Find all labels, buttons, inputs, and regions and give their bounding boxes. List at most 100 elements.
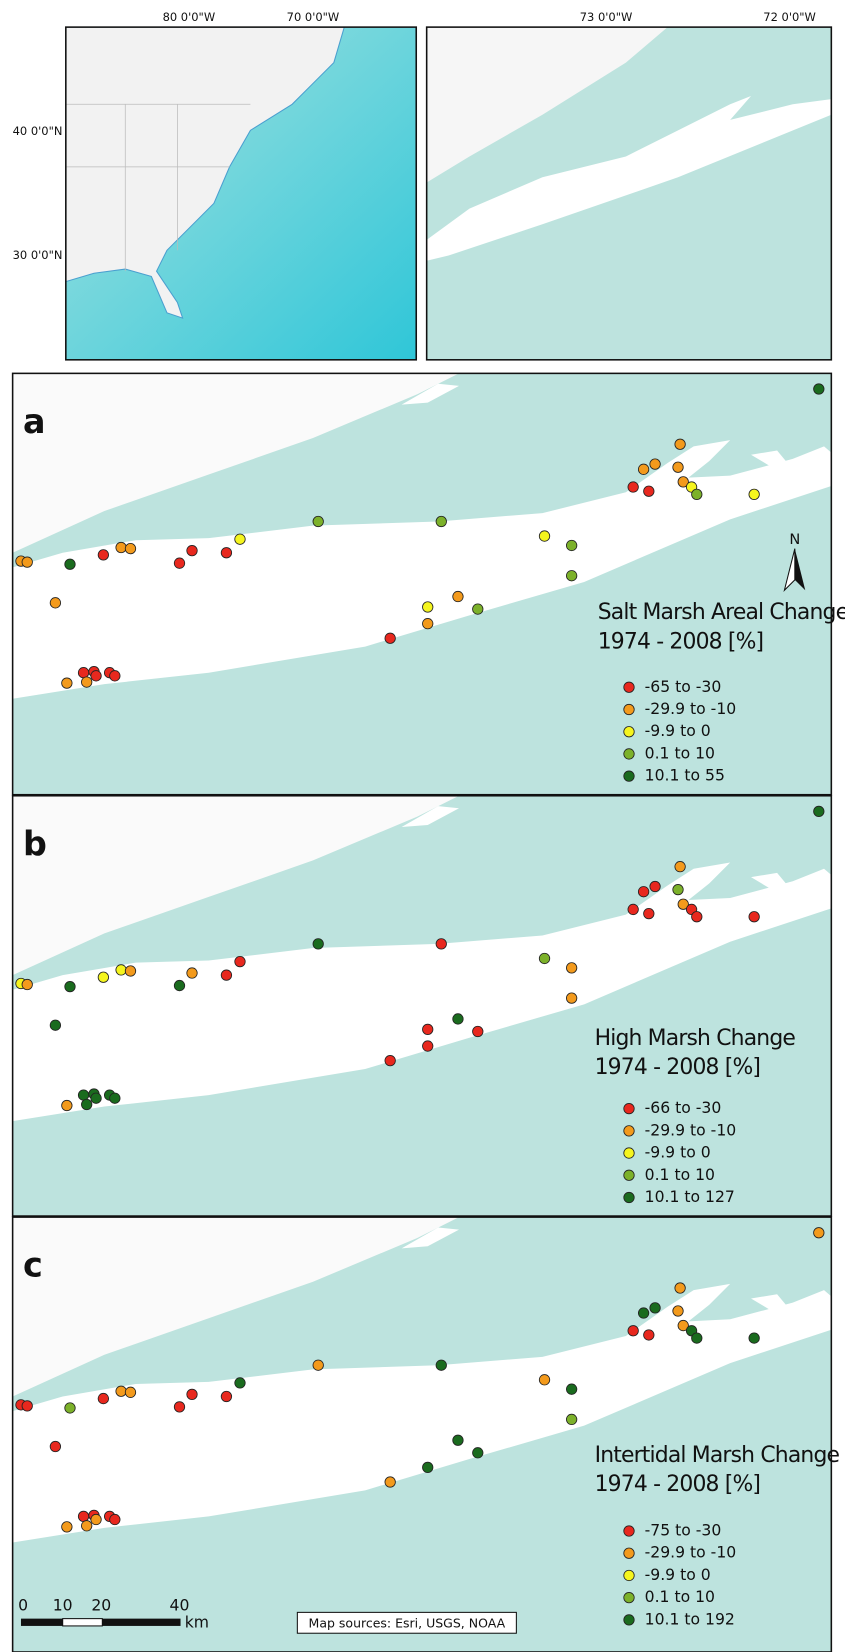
legend-swatch (624, 1615, 634, 1625)
site-marker (81, 677, 91, 687)
legend-swatch (624, 1170, 634, 1180)
legend-entry: -75 to -30 (645, 1521, 722, 1540)
site-marker (673, 462, 683, 472)
site-marker (644, 1330, 654, 1340)
site-marker (749, 912, 759, 922)
site-marker (814, 384, 824, 394)
legend-entry: -29.9 to -10 (645, 699, 737, 718)
site-marker (650, 1303, 660, 1313)
legend-title: 1974 - 2008 [%] (595, 1472, 761, 1497)
site-marker (78, 667, 88, 677)
legend-swatch (624, 1592, 634, 1602)
site-marker (473, 1448, 483, 1458)
site-marker (566, 963, 576, 973)
site-marker (110, 1514, 120, 1524)
site-marker (638, 886, 648, 896)
site-marker (566, 540, 576, 550)
legend-entry: 10.1 to 55 (645, 766, 725, 785)
site-marker (566, 1414, 576, 1424)
lat-label: 30 0'0"N (13, 248, 63, 262)
site-marker (423, 1024, 433, 1034)
site-marker (91, 1093, 101, 1103)
site-marker (125, 543, 135, 553)
panel-letter: b (23, 824, 47, 863)
site-marker (81, 1099, 91, 1109)
legend-swatch (624, 1526, 634, 1536)
site-marker (436, 1360, 446, 1370)
site-marker (62, 1522, 72, 1532)
site-marker (22, 1401, 32, 1411)
site-marker (91, 671, 101, 681)
map-panel: cIntertidal Marsh Change1974 - 2008 [%]-… (13, 1217, 840, 1652)
site-marker (473, 1026, 483, 1036)
lat-label: 40 0'0"N (13, 124, 63, 138)
site-marker (385, 633, 395, 643)
site-marker (174, 558, 184, 568)
site-marker (423, 1462, 433, 1472)
site-marker (644, 486, 654, 496)
legend-entry: 0.1 to 10 (645, 1165, 715, 1184)
source: Map sources: Esri, USGS, NOAA (309, 1615, 506, 1630)
site-marker (644, 908, 654, 918)
site-marker (65, 1403, 75, 1413)
north-label: N (789, 531, 800, 548)
site-marker (125, 1387, 135, 1397)
site-marker (650, 459, 660, 469)
site-marker (116, 965, 126, 975)
site-marker (692, 489, 702, 499)
legend-entry: -29.9 to -10 (645, 1120, 737, 1139)
scale-unit: km (185, 1612, 209, 1631)
site-marker (313, 939, 323, 949)
legend-title: Salt Marsh Areal Change (598, 600, 845, 625)
lon-label: 73 0'0"W (580, 10, 633, 24)
legend-entry: -65 to -30 (645, 677, 722, 696)
legend-swatch (624, 1103, 634, 1113)
legend-title: 1974 - 2008 [%] (595, 1055, 761, 1080)
site-marker (749, 1333, 759, 1343)
site-marker (221, 548, 231, 558)
site-marker (221, 1391, 231, 1401)
site-marker (673, 1306, 683, 1316)
site-marker (62, 678, 72, 688)
legend-entry: 0.1 to 10 (645, 743, 715, 762)
figure: 80 0'0"W 70 0'0"W 40 0'0"N 30 0'0"N 73 0… (0, 0, 845, 1652)
site-marker (628, 1326, 638, 1336)
site-marker (235, 1378, 245, 1388)
site-marker (313, 516, 323, 526)
legend-swatch (624, 1148, 634, 1158)
site-marker (98, 1393, 108, 1403)
site-marker (174, 980, 184, 990)
site-marker (453, 591, 463, 601)
panel-letter: c (23, 1246, 43, 1285)
legend-title: 1974 - 2008 [%] (598, 629, 764, 654)
scale-tick: 0 (18, 1596, 28, 1615)
site-marker (81, 1521, 91, 1531)
site-marker (692, 912, 702, 922)
scale-bar (63, 1619, 103, 1626)
legend-swatch (624, 749, 634, 759)
scale-tick: 10 (53, 1596, 73, 1615)
lon-label: 70 0'0"W (287, 10, 340, 24)
site-marker (50, 598, 60, 608)
site-marker (235, 534, 245, 544)
legend-entry: -9.9 to 0 (645, 721, 711, 740)
site-marker (814, 806, 824, 816)
site-marker (78, 1090, 88, 1100)
scale-bar (102, 1619, 180, 1626)
site-marker (539, 953, 549, 963)
site-marker (65, 981, 75, 991)
site-marker (110, 671, 120, 681)
legend-swatch (624, 1570, 634, 1580)
scale-bar (21, 1619, 63, 1626)
site-marker (125, 966, 135, 976)
site-marker (566, 570, 576, 580)
site-marker (116, 542, 126, 552)
site-marker (235, 956, 245, 966)
legend-swatch (624, 727, 634, 737)
site-marker (22, 557, 32, 567)
site-marker (221, 970, 231, 980)
site-marker (78, 1511, 88, 1521)
